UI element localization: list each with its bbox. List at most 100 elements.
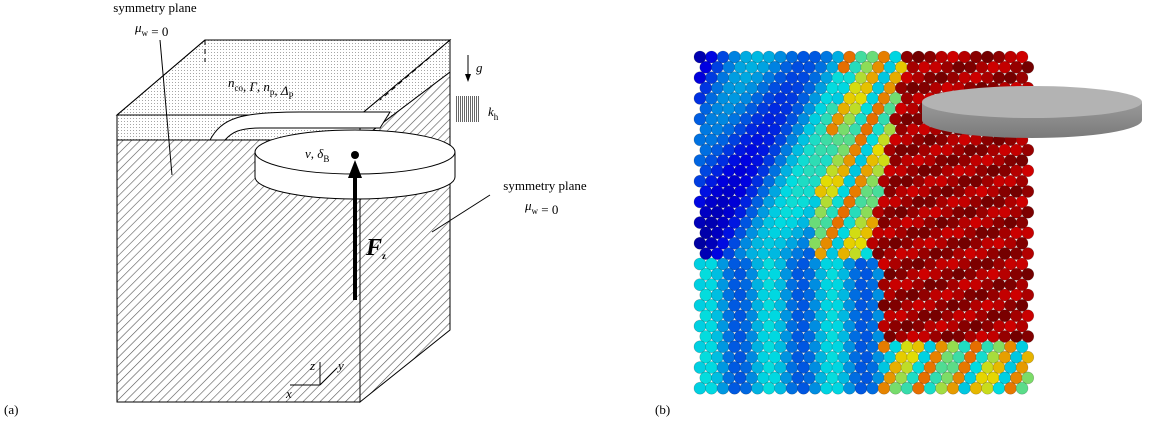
- particle: [700, 206, 712, 218]
- particle: [838, 144, 850, 156]
- particle: [867, 341, 879, 353]
- particle: [838, 289, 850, 301]
- particle: [757, 227, 769, 239]
- particle: [890, 299, 902, 311]
- particle: [872, 82, 884, 94]
- particle: [838, 206, 850, 218]
- particle: [775, 299, 787, 311]
- particle: [987, 206, 999, 218]
- particle: [861, 186, 873, 198]
- particle: [878, 341, 890, 353]
- particle: [700, 82, 712, 94]
- particle: [711, 61, 723, 73]
- particle: [895, 144, 907, 156]
- particle: [907, 165, 919, 177]
- particle: [895, 268, 907, 280]
- particle: [700, 186, 712, 198]
- disk-center: [351, 151, 359, 159]
- particle: [867, 299, 879, 311]
- particle: [855, 362, 867, 374]
- particle: [694, 92, 706, 104]
- particle: [746, 144, 758, 156]
- particle: [895, 123, 907, 135]
- particle: [792, 206, 804, 218]
- particle: [987, 186, 999, 198]
- particle: [1016, 299, 1028, 311]
- particle: [987, 61, 999, 73]
- particle: [734, 103, 746, 115]
- particle: [918, 61, 930, 73]
- particle: [734, 165, 746, 177]
- particle: [723, 206, 735, 218]
- particle: [775, 341, 787, 353]
- particle: [867, 382, 879, 394]
- particle: [757, 206, 769, 218]
- particle: [930, 248, 942, 260]
- particle: [970, 299, 982, 311]
- particle: [861, 82, 873, 94]
- particle: [711, 123, 723, 135]
- particle: [757, 248, 769, 260]
- particle: [895, 61, 907, 73]
- particle: [711, 186, 723, 198]
- particle: [826, 289, 838, 301]
- particle: [867, 320, 879, 332]
- particle: [803, 82, 815, 94]
- particle: [763, 320, 775, 332]
- particle: [694, 341, 706, 353]
- particle: [711, 82, 723, 94]
- particle: [918, 144, 930, 156]
- particle: [757, 289, 769, 301]
- particle: [815, 186, 827, 198]
- particle: [786, 362, 798, 374]
- particle: [798, 382, 810, 394]
- particle: [1010, 289, 1022, 301]
- particle: [821, 320, 833, 332]
- particle: [901, 299, 913, 311]
- particle: [752, 362, 764, 374]
- particle: [964, 268, 976, 280]
- particle: [723, 103, 735, 115]
- particle: [941, 186, 953, 198]
- particle: [780, 61, 792, 73]
- particle: [769, 227, 781, 239]
- particle: [752, 341, 764, 353]
- particle: [838, 248, 850, 260]
- particle: [844, 382, 856, 394]
- particle: [855, 341, 867, 353]
- particle: [734, 61, 746, 73]
- particle: [763, 362, 775, 374]
- particle: [757, 165, 769, 177]
- particle: [890, 341, 902, 353]
- particle: [849, 206, 861, 218]
- particle: [907, 186, 919, 198]
- particle: [694, 134, 706, 146]
- particle: [1005, 299, 1017, 311]
- particle: [798, 341, 810, 353]
- particle: [803, 165, 815, 177]
- particle: [711, 165, 723, 177]
- particle: [964, 289, 976, 301]
- particle: [976, 268, 988, 280]
- particle: [872, 165, 884, 177]
- particle: [976, 206, 988, 218]
- particle: [798, 299, 810, 311]
- particle: [734, 206, 746, 218]
- particle: [821, 362, 833, 374]
- particle: [901, 320, 913, 332]
- particle: [930, 186, 942, 198]
- plane-title: symmetry plane: [503, 178, 587, 193]
- particle: [924, 362, 936, 374]
- particle: [993, 341, 1005, 353]
- particle: [769, 123, 781, 135]
- particle: [930, 165, 942, 177]
- particle: [809, 382, 821, 394]
- particle: [1016, 382, 1028, 394]
- particle: [775, 362, 787, 374]
- particle: [964, 144, 976, 156]
- symbol: F: [365, 235, 382, 261]
- particle: [694, 299, 706, 311]
- particle: [803, 144, 815, 156]
- particle: [941, 206, 953, 218]
- particle: [792, 248, 804, 260]
